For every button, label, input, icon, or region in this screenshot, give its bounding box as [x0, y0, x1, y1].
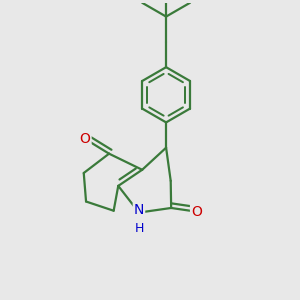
Text: N: N [134, 203, 144, 217]
Text: H: H [134, 222, 144, 235]
Text: O: O [191, 205, 202, 219]
Text: O: O [80, 132, 91, 146]
